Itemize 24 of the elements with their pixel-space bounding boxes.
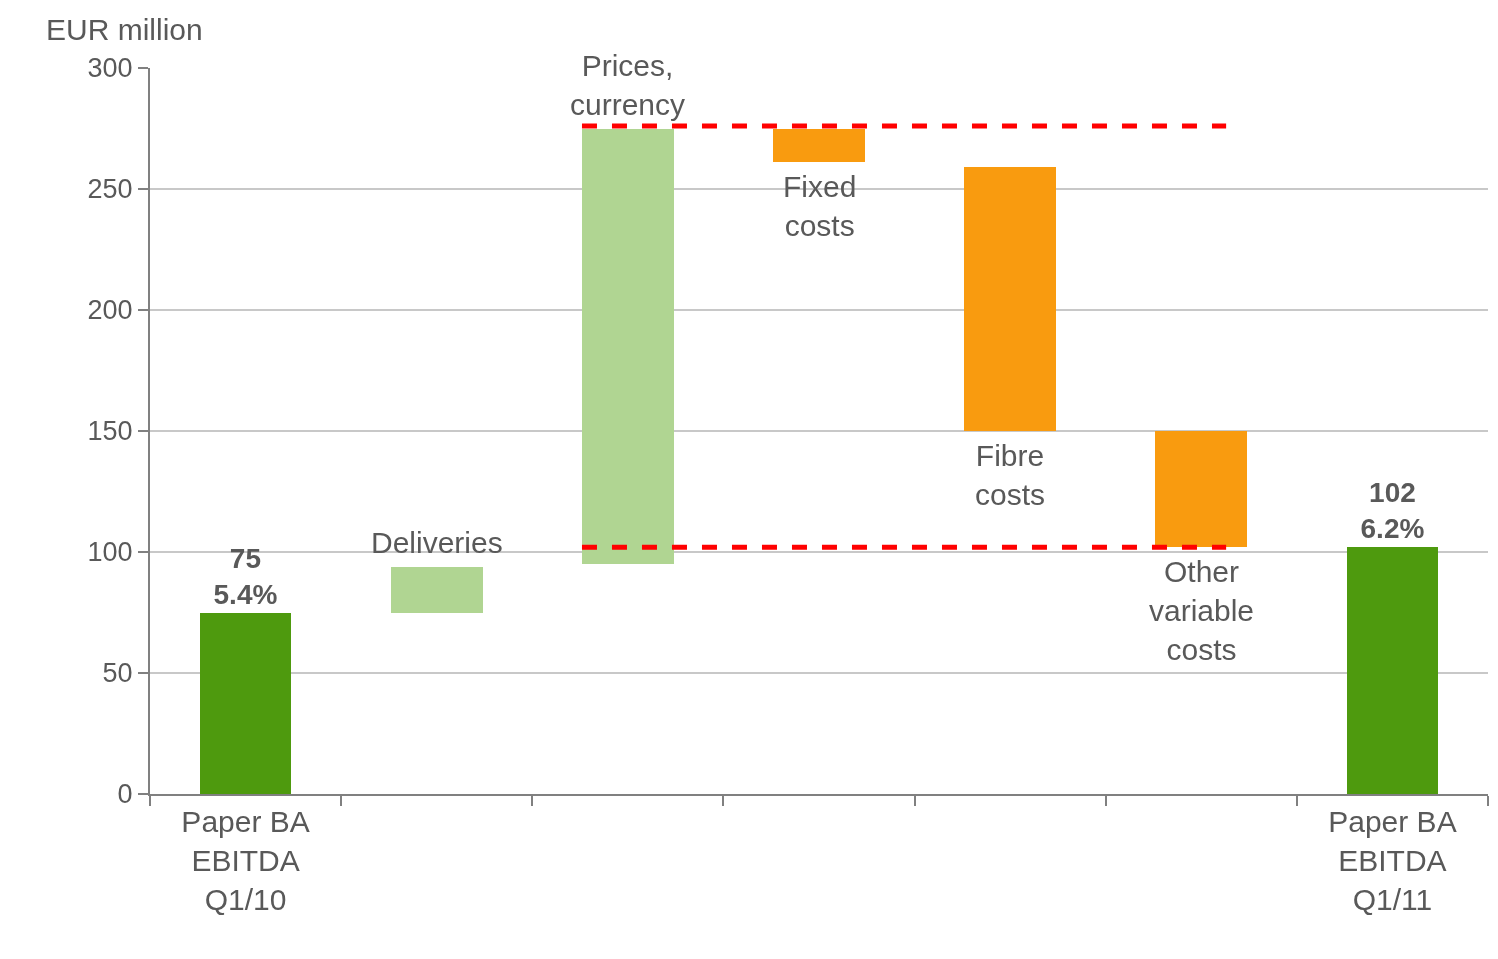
annotation: Deliveries <box>371 526 503 559</box>
annotation: Fibre costs <box>975 439 1046 511</box>
y-tick-label: 250 <box>87 174 133 205</box>
y-tick-label: 200 <box>87 295 133 326</box>
annotation: Fixed costs <box>783 170 857 242</box>
annotation: Other variable costs <box>1149 555 1255 666</box>
y-tick-label: 0 <box>117 779 133 810</box>
y-tick-label: 50 <box>102 658 133 689</box>
bar <box>391 567 483 613</box>
x-tick-label: Paper BA EBITDA Q1/11 <box>1328 805 1457 916</box>
bar <box>582 129 674 564</box>
y-axis-title: EUR million <box>46 13 203 46</box>
y-tick-label: 100 <box>87 537 133 568</box>
bar <box>964 167 1056 431</box>
annotation: Prices, currency <box>570 49 686 121</box>
y-tick-label: 150 <box>87 416 133 447</box>
bar <box>200 613 291 794</box>
x-tick-label: Paper BA EBITDA Q1/10 <box>181 805 310 916</box>
data-label: 75 5.4% <box>213 542 278 610</box>
y-tick-label: 300 <box>87 53 133 84</box>
bar <box>1347 547 1438 794</box>
bar <box>1155 431 1247 547</box>
bar <box>773 129 865 162</box>
data-label: 102 6.2% <box>1360 476 1425 544</box>
